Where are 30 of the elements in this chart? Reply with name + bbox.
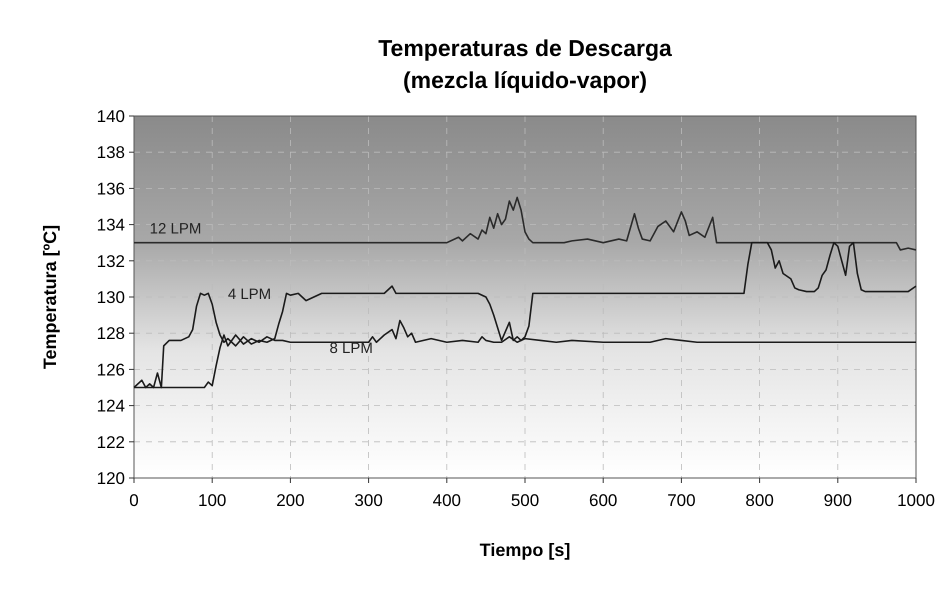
x-tick-label: 0 [129,491,139,510]
y-tick-label: 134 [96,216,125,235]
y-tick-label: 140 [96,106,125,126]
y-tick-label: 136 [96,179,125,198]
x-tick-label: 400 [432,491,461,510]
x-tick-label: 300 [354,491,383,510]
y-tick-label: 124 [96,396,125,416]
x-tick-label: 200 [276,491,305,510]
x-tick-label: 1000 [897,491,935,510]
x-tick-label: 800 [745,491,774,510]
y-tick-label: 126 [96,360,125,380]
x-tick-label: 700 [667,491,696,510]
chart-title: Temperaturas de Descarga [378,35,672,61]
line-series [133,196,917,251]
x-tick-label: 600 [589,491,618,510]
y-tick-label: 138 [96,143,125,162]
y-tick-label: 122 [96,432,125,452]
chart-subtitle: (mezcla líquido-vapor) [402,67,648,93]
series-label: 8 LPM [330,340,373,358]
x-axis-title: Tiempo [s] [480,540,570,560]
y-tick-label: 128 [96,324,125,344]
y-tick-label: 132 [96,252,125,271]
series-label: 12 LPM [150,220,202,238]
y-axis-title: Temperatura [ºC] [40,224,60,370]
series-label: 4 LPM [228,286,272,303]
y-tick-label: 130 [96,288,125,307]
x-tick-label: 900 [824,491,852,510]
x-tick-label: 100 [198,491,226,510]
y-tick-label: 120 [96,468,125,488]
x-tick-label: 500 [510,491,540,510]
